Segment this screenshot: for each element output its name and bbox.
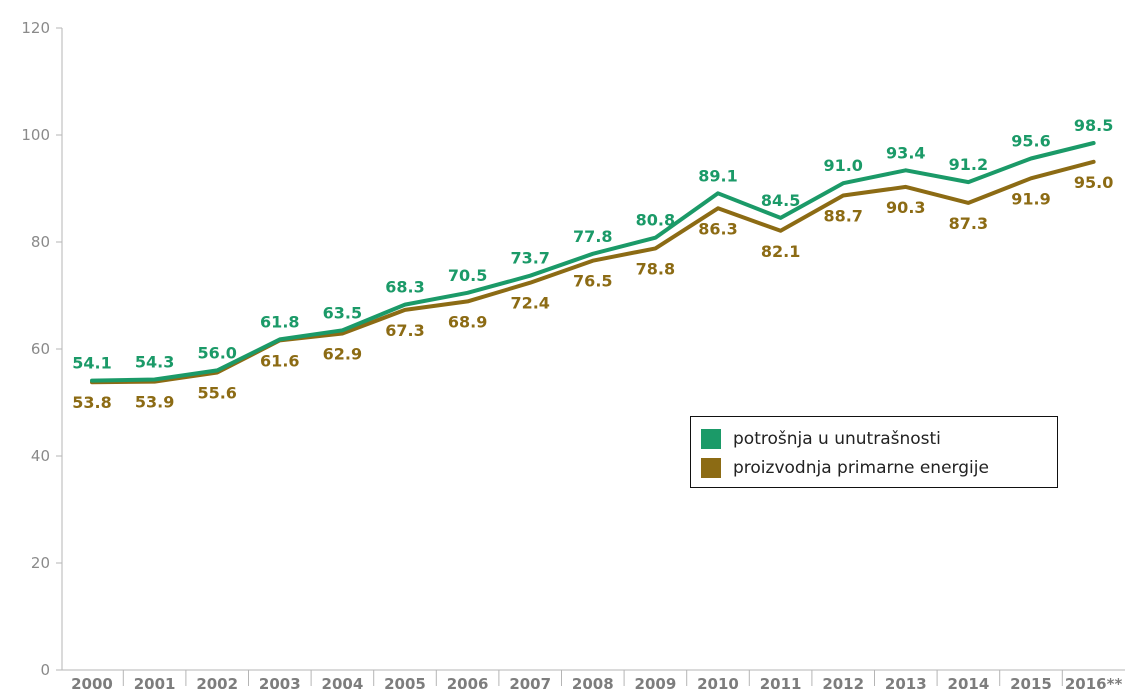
data-label-series-1: 54.1 (72, 354, 111, 373)
legend-label-series-2: proizvodnja primarne energije (733, 458, 989, 478)
data-label-series-2: 55.6 (197, 384, 236, 403)
data-label-series-2: 88.7 (823, 206, 862, 225)
data-label-series-1: 73.7 (510, 249, 549, 268)
y-tick-label: 100 (21, 126, 50, 144)
x-tick-label: 2012 (822, 675, 864, 691)
data-label-series-1: 63.5 (323, 303, 362, 322)
x-tick-label: 2003 (259, 675, 301, 691)
x-tick-label: 2014 (948, 675, 990, 691)
data-label-series-1: 95.6 (1011, 132, 1050, 151)
data-label-series-2: 87.3 (949, 214, 988, 233)
x-tick-label: 2000 (71, 675, 113, 691)
data-label-series-1: 84.5 (761, 191, 800, 210)
y-tick-label: 120 (21, 19, 50, 37)
data-label-series-1: 93.4 (886, 143, 925, 162)
data-label-series-1: 61.8 (260, 312, 299, 331)
x-tick-label: 2004 (322, 675, 364, 691)
y-tick-label: 20 (31, 554, 50, 572)
data-label-series-2: 95.0 (1074, 173, 1113, 192)
y-tick-label: 80 (31, 233, 50, 251)
data-label-series-2: 72.4 (510, 294, 549, 313)
data-label-series-2: 91.9 (1011, 189, 1050, 208)
legend-item-series-2: proizvodnja primarne energije (701, 458, 989, 478)
x-tick-label: 2011 (760, 675, 802, 691)
legend-label-series-1: potrošnja u unutrašnosti (733, 429, 941, 449)
axes: 0 20 40 60 80 100 120 2000 2001 2002 2003 2004 2005 2… (21, 19, 1125, 691)
legend-swatch-series-2 (701, 458, 721, 478)
x-tick-label: 2005 (384, 675, 426, 691)
data-label-series-2: 53.8 (72, 393, 111, 412)
data-label-series-1: 54.3 (135, 352, 174, 371)
data-label-series-2: 90.3 (886, 198, 925, 217)
data-label-series-2: 78.8 (636, 259, 675, 278)
data-label-series-2: 53.9 (135, 393, 174, 412)
data-label-series-1: 91.2 (949, 155, 988, 174)
y-tick-label: 60 (31, 340, 50, 358)
series-lines (90, 141, 1096, 385)
data-label-series-1: 77.8 (573, 227, 612, 246)
legend-item-series-1: potrošnja u unutrašnosti (701, 429, 941, 449)
x-tick-label: 2006 (447, 675, 489, 691)
legend-swatch-series-1 (701, 429, 721, 449)
y-tick-label: 0 (40, 661, 50, 679)
data-label-series-2: 62.9 (323, 344, 362, 363)
x-tick-label: 2013 (885, 675, 927, 691)
data-label-series-1: 89.1 (698, 166, 737, 185)
x-tick-label: 2016** (1065, 675, 1123, 691)
legend: potrošnja u unutrašnosti proizvodnja pri… (690, 416, 1058, 488)
data-label-series-2: 76.5 (573, 272, 612, 291)
data-label-series-2: 82.1 (761, 242, 800, 261)
data-label-series-2: 67.3 (385, 321, 424, 340)
data-label-series-1: 80.8 (636, 211, 675, 230)
x-tick-label: 2002 (196, 675, 238, 691)
y-tick-label: 40 (31, 447, 50, 465)
data-label-series-1: 68.3 (385, 278, 424, 297)
x-tick-label: 2008 (572, 675, 614, 691)
x-tick-label: 2001 (134, 675, 176, 691)
x-tick-label: 2015 (1010, 675, 1052, 691)
data-label-series-2: 68.9 (448, 312, 487, 331)
data-label-series-1: 56.0 (197, 343, 236, 362)
data-label-series-2: 61.6 (260, 351, 299, 370)
series-line-1 (90, 141, 1096, 383)
data-label-series-1: 98.5 (1074, 116, 1113, 135)
data-labels: 54.1 54.3 56.0 61.8 63.5 68.3 70.5 73.7 77.8 80.8… (72, 116, 1113, 412)
x-tick-label: 2009 (635, 675, 677, 691)
x-tick-label: 2007 (509, 675, 551, 691)
data-label-series-2: 86.3 (698, 219, 737, 238)
data-label-series-1: 70.5 (448, 266, 487, 285)
x-tick-label: 2010 (697, 675, 739, 691)
data-label-series-1: 91.0 (823, 156, 862, 175)
